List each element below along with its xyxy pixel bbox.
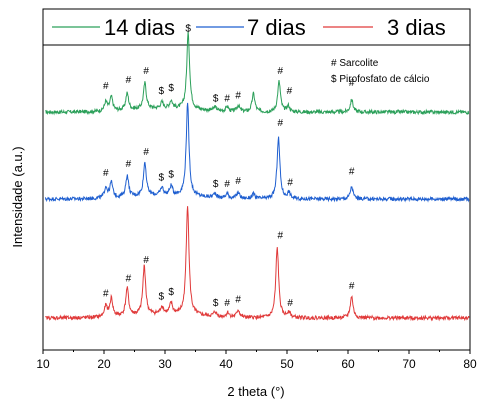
peak-mark: $: [168, 170, 174, 181]
peak-mark: $: [159, 173, 165, 184]
x-tick-label: 40: [219, 357, 233, 371]
peak-mark: #: [349, 281, 355, 292]
x-tick-label: 30: [158, 357, 172, 371]
peak-mark: #: [287, 86, 293, 97]
peak-mark: #: [126, 75, 132, 86]
legend-label-14-dias: 14 dias: [104, 15, 175, 40]
legend-label-3-dias: 3 dias: [387, 15, 446, 40]
peak-mark: #: [126, 273, 132, 284]
peak-mark: #: [126, 159, 132, 170]
x-tick-label: 80: [463, 357, 477, 371]
peak-mark: #: [143, 255, 149, 266]
y-axis-title: Intensidade (a.u.): [10, 146, 25, 247]
x-tick-label: 10: [36, 357, 50, 371]
peak-mark: #: [224, 93, 230, 104]
x-tick-label: 50: [280, 357, 294, 371]
x-axis-title: 2 theta (°): [227, 384, 284, 399]
peak-mark: #: [349, 167, 355, 178]
peak-mark: #: [143, 66, 149, 77]
peak-mark: #: [278, 118, 284, 129]
peak-mark: #: [278, 66, 284, 77]
legend-frame: [42, 8, 471, 46]
legend-label-7-dias: 7 dias: [247, 15, 306, 40]
phase-legend: # Sarcolite $ Pirofosfato de cálcio: [331, 58, 430, 85]
peak-mark: $: [159, 86, 165, 97]
peak-mark: #: [224, 179, 230, 190]
peak-mark: $: [213, 298, 219, 309]
series-line-14-dias: [45, 31, 470, 116]
peak-mark: $: [168, 287, 174, 298]
phase-legend-pirofosfato: $ Pirofosfato de cálcio: [331, 74, 430, 85]
peak-mark: #: [103, 168, 109, 179]
series-line-3-dias: [45, 206, 470, 322]
peak-mark: $: [185, 23, 191, 34]
peak-mark: #: [278, 231, 284, 242]
peak-marks: ###$ $$$ # #######$ $$ # #######$ $$ # ####: [103, 23, 355, 309]
peak-mark: #: [235, 90, 241, 101]
peak-mark: #: [235, 295, 241, 306]
x-tick-label: 20: [97, 357, 111, 371]
phase-legend-sarcolite: # Sarcolite: [331, 58, 379, 69]
peak-mark: #: [103, 81, 109, 92]
peak-mark: #: [287, 177, 293, 188]
series-line-7-dias: [44, 102, 470, 203]
peak-mark: #: [224, 298, 230, 309]
peak-mark: #: [103, 289, 109, 300]
peak-mark: $: [213, 93, 219, 104]
legend: 14 dias 7 dias 3 dias: [42, 8, 471, 46]
x-tick-label: 60: [341, 357, 355, 371]
peak-mark: #: [287, 298, 293, 309]
peak-mark: #: [235, 176, 241, 187]
peak-mark: #: [349, 78, 355, 89]
peak-mark: $: [213, 179, 219, 190]
x-tick-label: 70: [402, 357, 416, 371]
peak-mark: $: [168, 83, 174, 94]
peak-mark: #: [143, 147, 149, 158]
x-axis: 10 20 30 40 50 60 70 80: [36, 350, 477, 371]
peak-mark: $: [159, 292, 165, 303]
series-layer: [44, 31, 470, 322]
